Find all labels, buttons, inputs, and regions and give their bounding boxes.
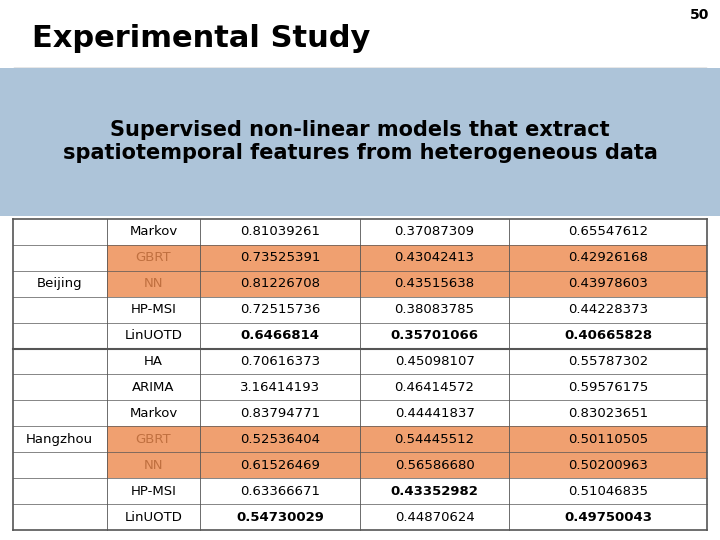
- Text: 3.16414193: 3.16414193: [240, 381, 320, 394]
- Bar: [107, 271, 707, 296]
- Bar: [107, 427, 707, 453]
- Text: Supervised non-linear models that extract
spatiotemporal features from heterogen: Supervised non-linear models that extrac…: [63, 120, 657, 163]
- Bar: [107, 453, 707, 478]
- Text: NN: NN: [144, 459, 163, 472]
- FancyBboxPatch shape: [0, 68, 720, 216]
- Text: ARIMA: ARIMA: [132, 381, 175, 394]
- Text: 0.51046835: 0.51046835: [568, 485, 648, 498]
- Text: LinUOTD: LinUOTD: [125, 329, 182, 342]
- Text: 0.55787302: 0.55787302: [568, 355, 648, 368]
- Text: GBRT: GBRT: [135, 433, 171, 446]
- Text: 0.54445512: 0.54445512: [395, 433, 474, 446]
- Text: 50: 50: [690, 8, 709, 22]
- Text: 0.65547612: 0.65547612: [568, 225, 648, 238]
- Text: 0.38083785: 0.38083785: [395, 303, 474, 316]
- Text: 0.37087309: 0.37087309: [395, 225, 474, 238]
- Text: 0.50110505: 0.50110505: [568, 433, 648, 446]
- Text: 0.35701066: 0.35701066: [391, 329, 479, 342]
- Text: Hangzhou: Hangzhou: [26, 433, 94, 446]
- Text: 0.44228373: 0.44228373: [568, 303, 648, 316]
- Text: 0.70616373: 0.70616373: [240, 355, 320, 368]
- Text: GBRT: GBRT: [135, 251, 171, 264]
- Text: 0.43515638: 0.43515638: [395, 277, 474, 290]
- Text: Beijing: Beijing: [37, 277, 83, 290]
- Text: 0.81226708: 0.81226708: [240, 277, 320, 290]
- Text: 0.43978603: 0.43978603: [568, 277, 648, 290]
- Text: Markov: Markov: [130, 225, 178, 238]
- Text: 0.54730029: 0.54730029: [236, 511, 324, 524]
- Text: NN: NN: [144, 277, 163, 290]
- Text: 0.81039261: 0.81039261: [240, 225, 320, 238]
- Text: 0.42926168: 0.42926168: [568, 251, 648, 264]
- Text: 0.40665828: 0.40665828: [564, 329, 652, 342]
- Text: Markov: Markov: [130, 407, 178, 420]
- Text: 0.72515736: 0.72515736: [240, 303, 320, 316]
- Text: 0.63366671: 0.63366671: [240, 485, 320, 498]
- Text: 0.83023651: 0.83023651: [568, 407, 648, 420]
- Text: LinUOTD: LinUOTD: [125, 511, 182, 524]
- Bar: [107, 245, 707, 271]
- Text: 0.73525391: 0.73525391: [240, 251, 320, 264]
- Text: 0.56586680: 0.56586680: [395, 459, 474, 472]
- Text: Experimental Study: Experimental Study: [32, 24, 371, 53]
- Text: HP-MSI: HP-MSI: [130, 485, 176, 498]
- Text: 0.6466814: 0.6466814: [240, 329, 320, 342]
- Text: HA: HA: [144, 355, 163, 368]
- Text: 0.46414572: 0.46414572: [395, 381, 474, 394]
- Text: 0.52536404: 0.52536404: [240, 433, 320, 446]
- Text: 0.49750043: 0.49750043: [564, 511, 652, 524]
- Text: 0.59576175: 0.59576175: [568, 381, 648, 394]
- Text: 0.83794771: 0.83794771: [240, 407, 320, 420]
- Text: 0.44870624: 0.44870624: [395, 511, 474, 524]
- Text: 0.43352982: 0.43352982: [391, 485, 479, 498]
- Text: 0.45098107: 0.45098107: [395, 355, 474, 368]
- Text: HP-MSI: HP-MSI: [130, 303, 176, 316]
- Text: 0.50200963: 0.50200963: [568, 459, 648, 472]
- Text: 0.61526469: 0.61526469: [240, 459, 320, 472]
- Text: 0.44441837: 0.44441837: [395, 407, 474, 420]
- Text: 0.43042413: 0.43042413: [395, 251, 474, 264]
